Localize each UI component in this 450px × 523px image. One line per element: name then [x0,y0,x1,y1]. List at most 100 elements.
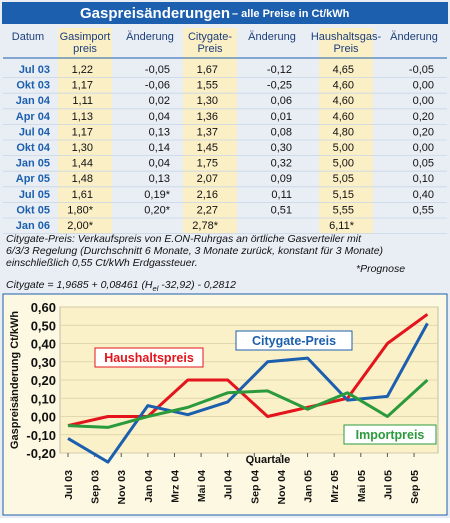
table-cell: 0,04 [149,111,170,123]
table-cell: 0,00 [413,142,434,154]
forecast-note: *Prognose [356,263,405,275]
table-cell: -0,06 [145,80,170,92]
column-shade [183,28,237,234]
title: Gaspreisänderungen [80,5,230,22]
table-cell: 2,27 [197,204,218,216]
column-shade [58,28,112,234]
table-cell: 0,11 [271,189,292,201]
column-header: Änderung [390,31,438,43]
table-cell: 1,17 [72,80,93,92]
table-cell: 0,04 [149,158,170,170]
x-tick-label: Mrz 05 [329,470,341,503]
table-cell: Jan 06 [16,220,50,232]
table-cell: 1,22 [72,64,93,76]
table-cell: 0,09 [271,173,292,185]
table-cell: 1,36 [197,111,218,123]
table-cell: 1,48 [72,173,93,185]
table-cell: 0,20* [144,204,170,216]
column-header: Änderung [248,31,296,43]
note-line: 6/3/3 Regelung (Durchschnitt 6 Monate, 3… [6,245,383,257]
table-cell: Jul 04 [19,126,51,138]
table-cell: 1,44 [72,158,93,170]
table-cell: 1,30 [72,142,93,154]
table-cell: 1,55 [197,80,218,92]
table-cell: 0,10 [413,173,434,185]
table-cell: 0,00 [413,95,434,107]
table-cell: 1,67 [197,64,218,76]
column-header: Preis [197,43,223,55]
table-cell: 5,55 [333,204,354,216]
column-header: preis [73,43,97,55]
x-tick-label: Mai 04 [196,470,208,502]
table-cell: -0,25 [267,80,292,92]
x-tick-label: Jul 04 [223,470,235,500]
formula-part: -32,92) - 0,2812 [158,279,236,291]
table-cell: 0,14 [149,142,170,154]
table-cell: 0,55 [413,204,434,216]
column-header: Haushaltsgas- [311,31,382,43]
x-axis-label: Quartale [246,454,291,466]
x-tick-label: Jan 05 [303,470,315,503]
column-header: Preis [333,43,359,55]
table-cell: 1,45 [197,142,218,154]
y-tick-label: 0,40 [31,337,56,352]
x-tick-label: Jul 05 [382,470,394,500]
table-cell: 2,07 [197,173,218,185]
table-cell: 5,15 [333,189,354,201]
title-bar [2,2,448,24]
table-cell: 5,05 [333,173,354,185]
subtitle: – alle Preise in Ct/kWh [232,8,350,20]
table-cell: 5,00 [333,142,354,154]
series-label-box [235,330,353,351]
table-cell: 1,17 [72,126,93,138]
table-cell: 1,13 [72,111,93,123]
table-cell: 0,02 [149,95,170,107]
y-tick-label: 0,30 [31,355,56,370]
table-cell: 0,20 [413,126,434,138]
series-label-box [94,347,204,368]
table-cell: -0,05 [145,64,170,76]
series-label: Importpreis [356,428,425,442]
x-tick-label: Nov 04 [276,470,288,505]
y-tick-label: 0,20 [31,373,56,388]
table-cell: 0,13 [149,126,170,138]
table-cell: 1,75 [197,158,218,170]
y-tick-label: 0,60 [31,300,56,315]
column-header: Änderung [126,31,174,43]
x-tick-label: Mai 05 [356,470,368,502]
column-header: Gasimport [60,31,111,43]
y-tick-label: -0,10 [26,428,56,443]
table-cell: 2,78* [192,220,218,232]
column-header: Datum [12,31,44,43]
table-cell: 1,37 [197,126,218,138]
table-cell: 0,32 [271,158,292,170]
series-label: Haushaltspreis [104,351,194,365]
x-tick-label: Mrz 04 [169,470,181,503]
table-cell: Okt 05 [16,204,50,216]
table-cell: Jan 04 [16,95,51,107]
table-cell: 6,11* [329,220,355,232]
table-cell: Okt 03 [16,80,50,92]
table-cell: 0,13 [149,173,170,185]
series-label: Citygate-Preis [252,334,336,348]
notes: Citygate-Preis: Verkaufspreis von E.ON-R… [6,233,405,293]
y-tick-label: 0,10 [31,391,56,406]
series-line [67,313,429,428]
note-line: Citygate-Preis: Verkaufspreis von E.ON-R… [6,233,362,245]
series-line [67,322,429,464]
table-cell: 4,65 [333,64,354,76]
table-cell: 0,05 [413,158,434,170]
chart: -0,20 -0,10 0,00 0,10 0,20 0,30 0,40 0,50 0,60 Ju… [9,300,439,505]
table-cell: 4,60 [333,80,354,92]
table-cell: 1,61 [72,189,93,201]
formula-part: Citygate = 1,9685 + 0,08461 (H [6,279,153,291]
series-line [67,378,429,429]
table-cell: 1,30 [197,95,218,107]
table-cell: Jul 03 [19,64,50,76]
y-axis-label: Gaspreisänderung Ct/kWh [9,311,21,449]
table-cell: Okt 04 [16,142,51,154]
table-cell: Jan 05 [16,158,50,170]
table-cell: 2,00* [67,220,93,232]
column-shade [319,28,373,234]
